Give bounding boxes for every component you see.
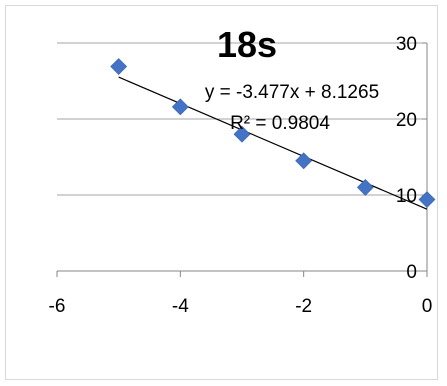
- y-tick-label: 0: [406, 262, 417, 283]
- chart-area: -6 -4 -2 0 0 10 20 30 18s y = -3.477x + 8.1265 …: [5, 5, 438, 380]
- data-points: [110, 58, 436, 208]
- tick-labels: -6 -4 -2 00 10 20 30: [49, 34, 433, 317]
- x-tick-label: -2: [295, 296, 312, 317]
- trendline-r-squared: R² = 0.9804: [230, 113, 330, 134]
- x-tick-label: 0: [422, 296, 433, 317]
- y-tick-label: 30: [396, 34, 417, 55]
- data-point: [171, 98, 189, 116]
- trendline-equation: y = -3.477x + 8.1265: [205, 82, 379, 103]
- x-tick-label: -6: [49, 296, 66, 317]
- data-point: [356, 178, 374, 196]
- axes: [56, 42, 428, 277]
- trendline: [118, 76, 428, 210]
- data-point: [295, 152, 313, 170]
- data-point: [418, 191, 436, 208]
- trendline-layer: [118, 76, 428, 210]
- y-tick-label: 20: [396, 110, 417, 131]
- chart-title: 18s: [217, 24, 277, 65]
- data-point: [233, 125, 251, 143]
- data-point: [110, 58, 128, 75]
- x-tick-label: -4: [172, 296, 189, 317]
- y-tick-label: 10: [396, 186, 417, 207]
